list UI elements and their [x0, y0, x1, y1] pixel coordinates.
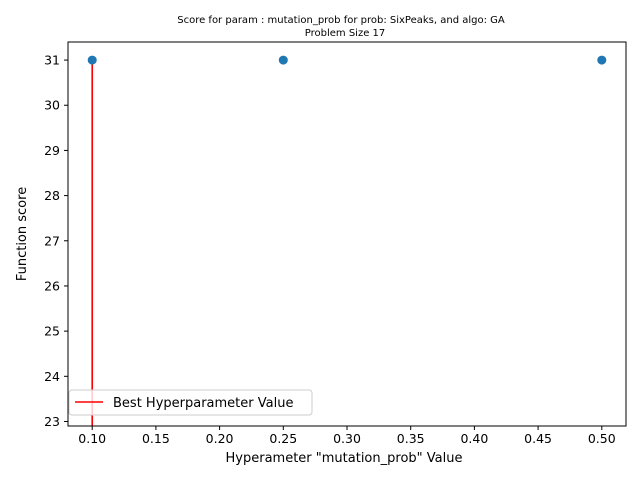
- y-tick-label: 26: [44, 278, 60, 293]
- y-axis-label: Function score: [15, 187, 30, 281]
- plot-area: 0.10 0.15 0.20 0.25 0.30 0.35 0.40 0.45 0.50 232…: [44, 41, 627, 446]
- x-tick-label: 0.50: [588, 431, 616, 446]
- x-tick-label: 0.45: [524, 431, 552, 446]
- x-tick-label: 0.20: [206, 431, 234, 446]
- chart-title-line2: Problem Size 17: [305, 28, 386, 39]
- legend-label-best: Best Hyperparameter Value: [113, 396, 293, 411]
- y-tick-label: 25: [44, 324, 60, 339]
- plot-frame: [67, 41, 627, 427]
- y-tick-label: 30: [44, 98, 60, 113]
- scatter-point: [278, 55, 288, 65]
- x-tick-label: 0.35: [397, 431, 425, 446]
- y-tick-label: 28: [44, 188, 60, 203]
- x-axis-ticks: 0.10 0.15 0.20 0.25 0.30 0.35 0.40 0.45 0.50: [78, 426, 616, 446]
- x-tick-label: 0.40: [460, 431, 488, 446]
- x-tick-label: 0.15: [142, 431, 170, 446]
- scatter-points: [87, 55, 607, 65]
- x-tick-label: 0.30: [333, 431, 361, 446]
- x-axis-label: Hyperameter "mutation_prob" Value: [226, 451, 463, 466]
- y-tick-label: 27: [44, 233, 60, 248]
- x-tick-label: 0.25: [269, 431, 297, 446]
- y-tick-label: 23: [44, 414, 60, 429]
- scatter-point: [87, 55, 97, 65]
- legend: Best Hyperparameter Value: [68, 389, 313, 416]
- y-axis-ticks: 23 24 25 26 27 28 29 30 31: [44, 53, 68, 429]
- y-tick-label: 31: [44, 53, 60, 68]
- scatter-point: [597, 55, 607, 65]
- y-tick-label: 24: [44, 369, 60, 384]
- chart-title-line1: Score for param : mutation_prob for prob…: [177, 15, 505, 26]
- x-tick-label: 0.10: [78, 431, 106, 446]
- legend-box: [68, 389, 313, 416]
- y-tick-label: 29: [44, 143, 60, 158]
